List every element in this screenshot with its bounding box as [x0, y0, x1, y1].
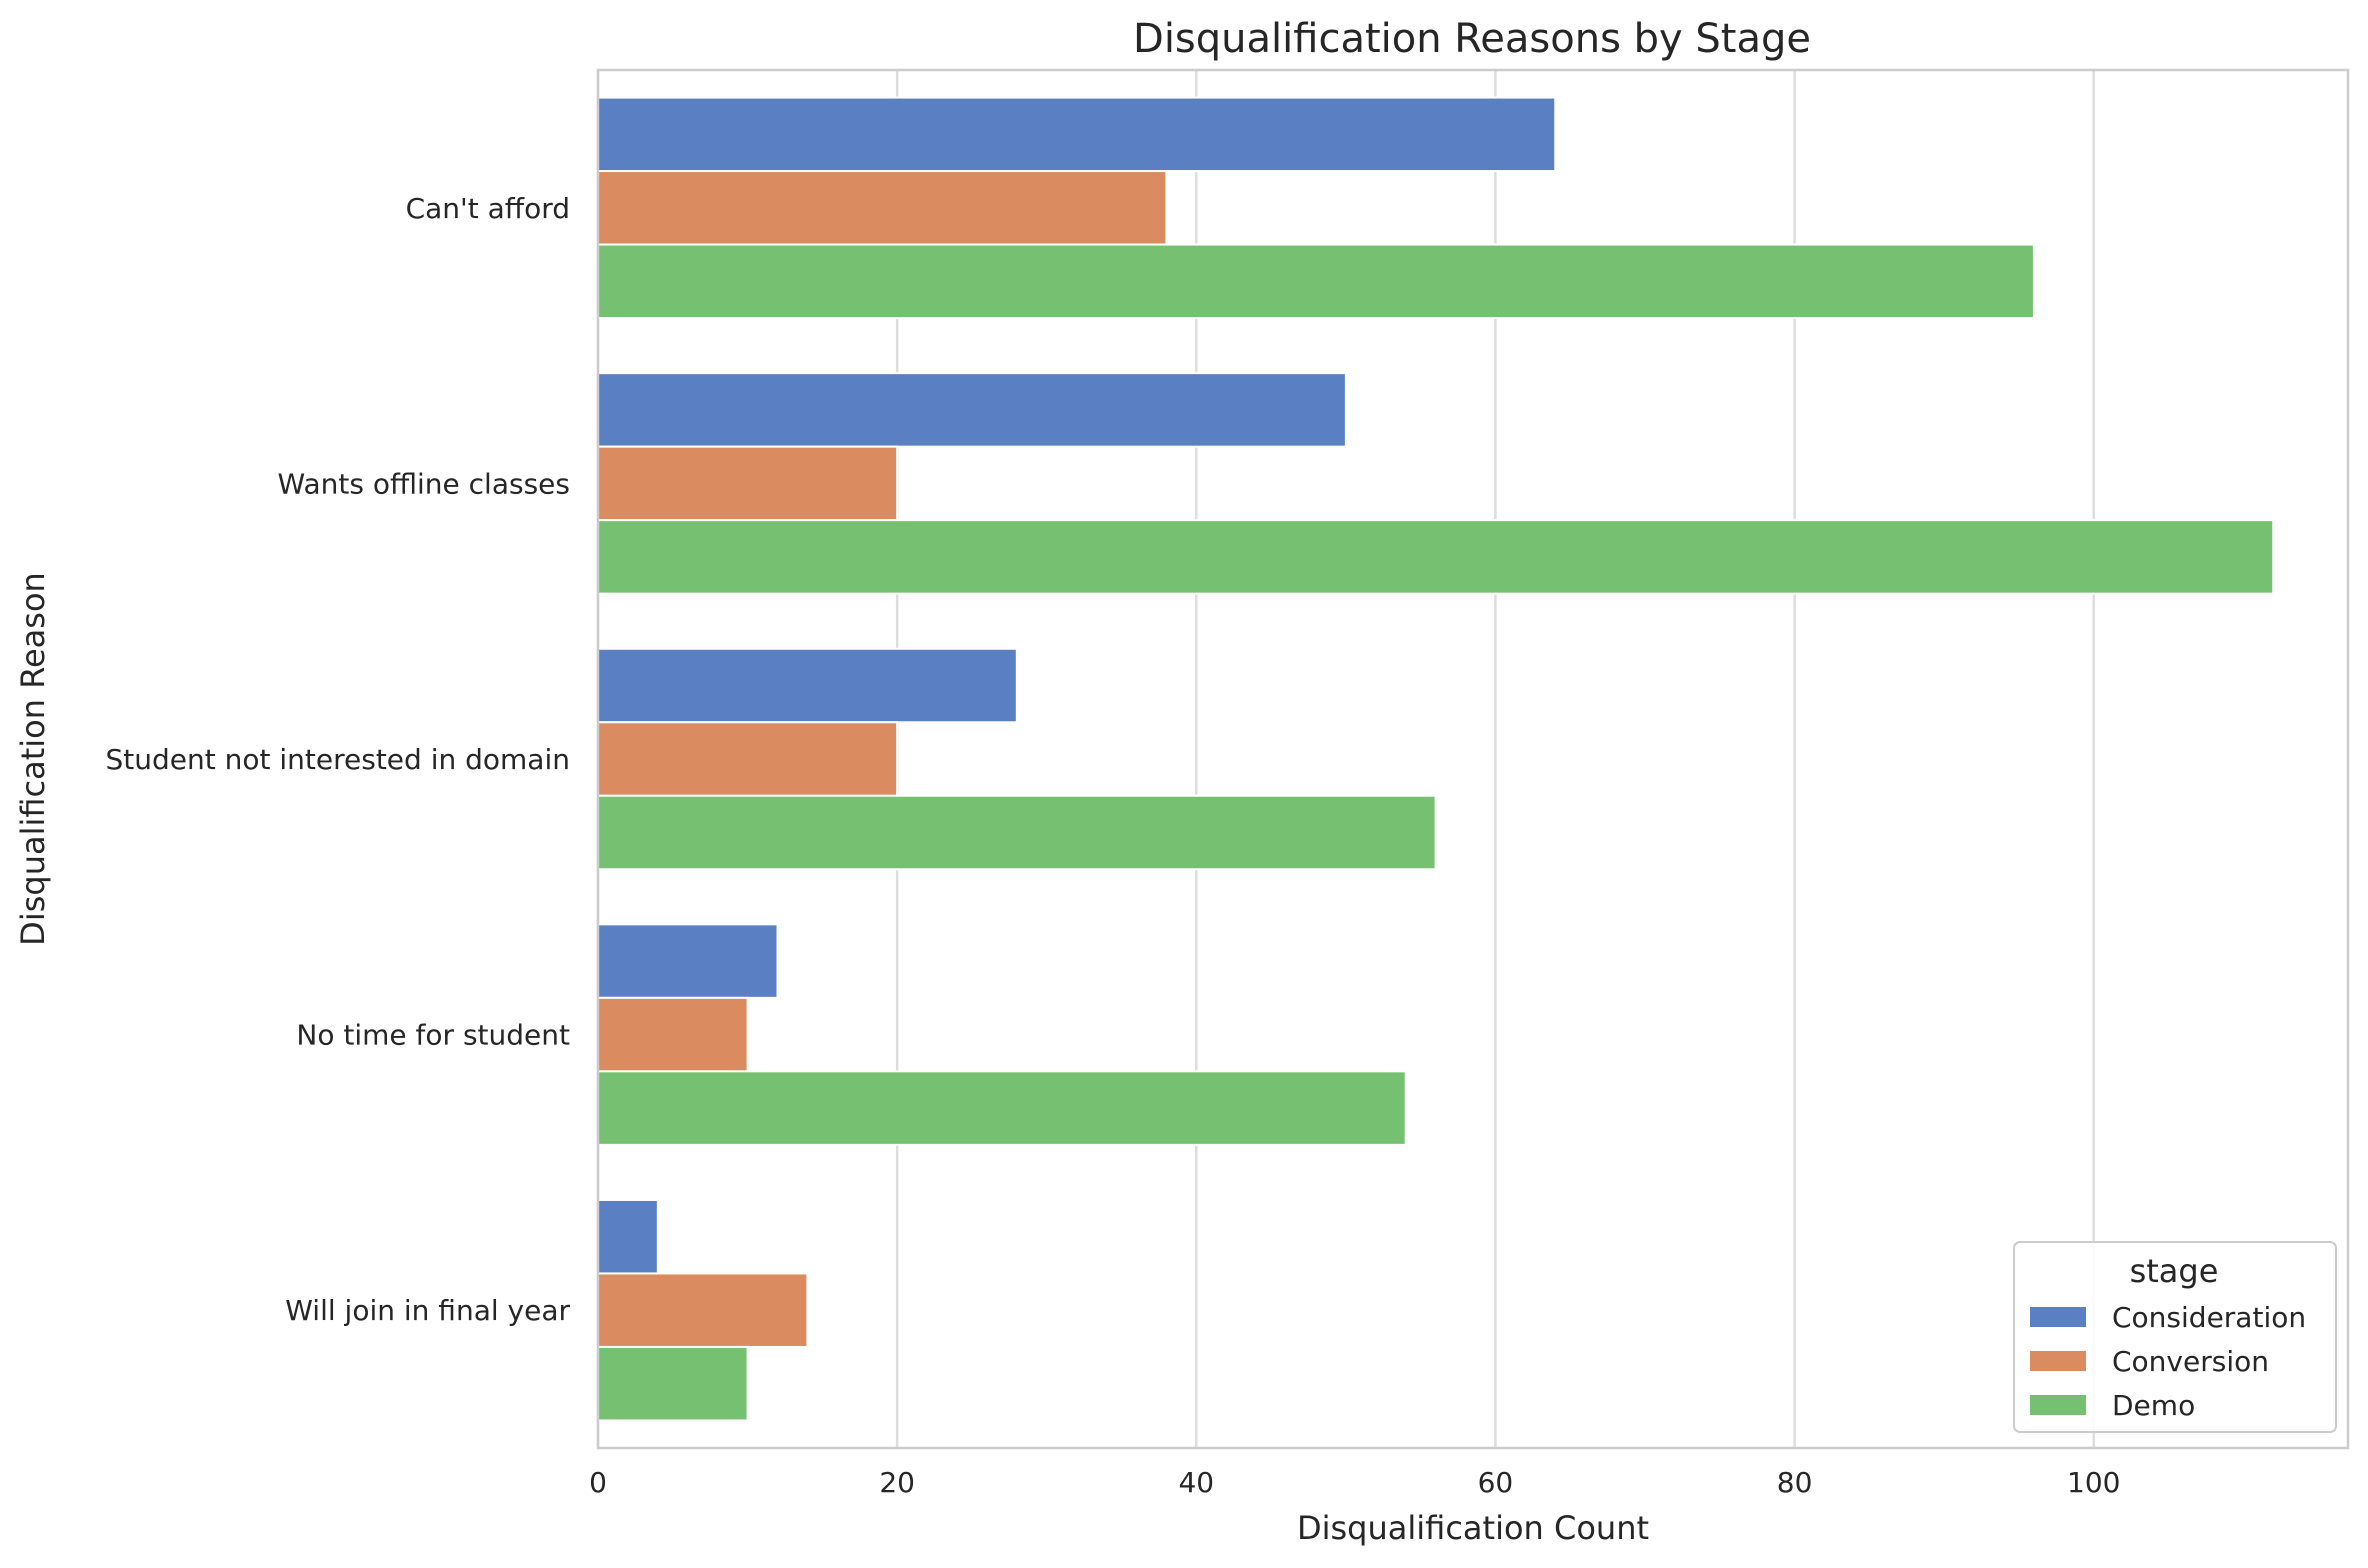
- bar-consideration-no-time-for-student: [598, 924, 777, 997]
- legend-swatch-demo: [2030, 1395, 2086, 1415]
- bar-demo-student-not-interested-in-domain: [598, 796, 1436, 869]
- bar-demo-will-join-in-final-year: [598, 1347, 748, 1420]
- chart-title: Disqualification Reasons by Stage: [1133, 16, 1811, 62]
- bar-consideration-student-not-interested-in-domain: [598, 649, 1017, 722]
- y-tick-label-will-join-in-final-year: Will join in final year: [285, 1294, 570, 1327]
- x-tick-label-100: 100: [2067, 1466, 2120, 1499]
- bar-conversion-can-t-afford: [598, 171, 1166, 244]
- bar-conversion-student-not-interested-in-domain: [598, 722, 897, 795]
- bar-consideration-wants-offline-classes: [598, 373, 1346, 446]
- bar-conversion-will-join-in-final-year: [598, 1273, 807, 1346]
- x-tick-label-40: 40: [1178, 1466, 1214, 1499]
- y-tick-label-no-time-for-student: No time for student: [296, 1019, 570, 1052]
- bar-demo-wants-offline-classes: [598, 520, 2273, 593]
- y-axis-label: Disqualification Reason: [14, 572, 52, 946]
- y-tick-label-student-not-interested-in-domain: Student not interested in domain: [106, 743, 571, 776]
- bar-conversion-wants-offline-classes: [598, 447, 897, 520]
- x-axis-label: Disqualification Count: [1297, 1509, 1649, 1547]
- legend: stage Consideration Conversion Demo: [2014, 1242, 2336, 1432]
- legend-label-consideration: Consideration: [2112, 1301, 2306, 1334]
- legend-swatch-conversion: [2030, 1351, 2086, 1371]
- bar-conversion-no-time-for-student: [598, 998, 748, 1071]
- y-tick-label-wants-offline-classes: Wants offline classes: [278, 467, 570, 500]
- x-tick-label-20: 20: [879, 1466, 915, 1499]
- legend-swatch-consideration: [2030, 1307, 2086, 1327]
- legend-title: stage: [2130, 1252, 2219, 1290]
- bar-demo-no-time-for-student: [598, 1071, 1406, 1144]
- x-tick-label-0: 0: [589, 1466, 607, 1499]
- legend-label-demo: Demo: [2112, 1389, 2195, 1422]
- bar-consideration-can-t-afford: [598, 98, 1555, 171]
- x-tick-label-60: 60: [1478, 1466, 1514, 1499]
- x-tick-label-80: 80: [1777, 1466, 1813, 1499]
- legend-label-conversion: Conversion: [2112, 1345, 2269, 1378]
- bar-consideration-will-join-in-final-year: [598, 1200, 658, 1273]
- y-tick-label-can-t-afford: Can't afford: [406, 192, 570, 225]
- bar-demo-can-t-afford: [598, 245, 2034, 318]
